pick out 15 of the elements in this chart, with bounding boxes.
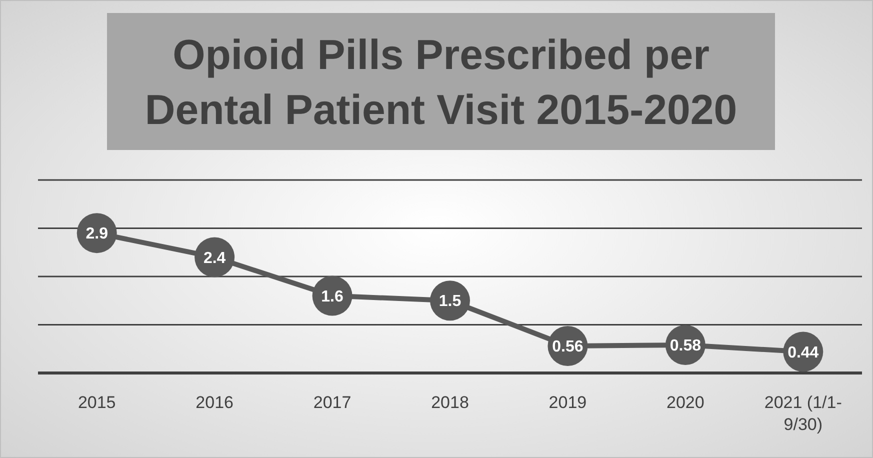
x-tick-label: 2017: [313, 393, 352, 412]
x-tick-label: 2019: [548, 393, 587, 412]
x-tick-label: 2020: [666, 393, 704, 412]
data-label: 0.58: [670, 338, 702, 355]
data-label: 0.44: [788, 344, 819, 362]
data-label: 2.4: [203, 250, 226, 267]
x-tick-label: 2018: [431, 393, 469, 412]
x-tick-label: 2015: [78, 393, 116, 412]
data-label: 1.6: [321, 288, 344, 306]
x-tick-label: 2021 (1/1-9/30): [764, 393, 842, 434]
data-label: 0.56: [552, 338, 584, 356]
x-tick-label: 2016: [196, 393, 234, 412]
data-label: 2.9: [86, 226, 108, 243]
data-label: 1.5: [438, 293, 462, 310]
chart-title: Opioid Pills Prescribed per Dental Patient Visit 2015-2020: [144, 31, 738, 134]
